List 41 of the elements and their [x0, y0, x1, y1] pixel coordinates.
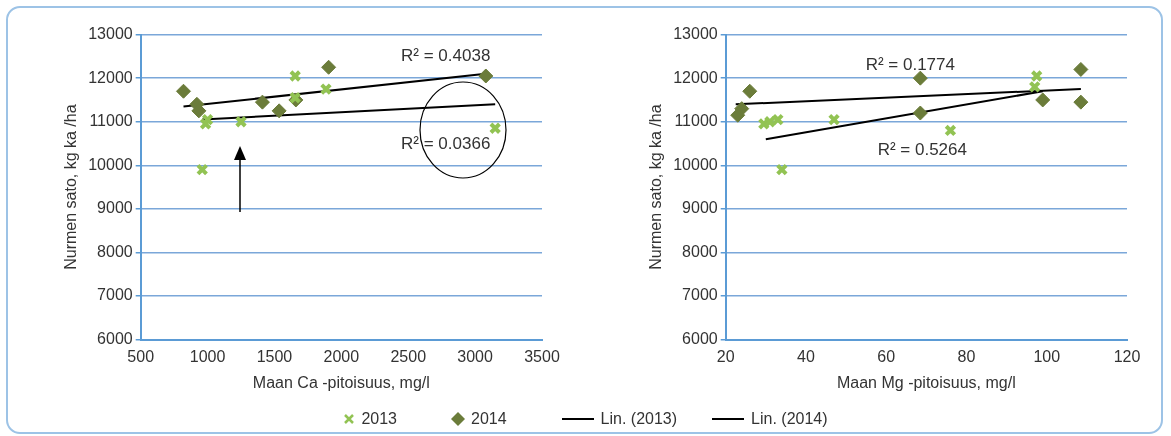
x-axis-title: Maan Ca -pitoisuus, mg/l — [252, 373, 430, 391]
y-tick-label: 9000 — [682, 199, 718, 217]
x-tick-label: 1000 — [189, 347, 226, 365]
x-tick-label: 500 — [127, 347, 155, 365]
y-tick-label: 11000 — [674, 112, 718, 130]
y-tick-label: 13000 — [673, 25, 718, 43]
x-tick-label: 1500 — [256, 347, 293, 365]
y-tick-label: 12000 — [673, 68, 718, 86]
y-axis-title: Nurmen sato, kg ka /ha — [647, 104, 665, 270]
y-tick-label: 10000 — [88, 155, 133, 173]
x-tick-label: 3000 — [457, 347, 494, 365]
y-tick-label: 9000 — [97, 199, 133, 217]
legend-label: 2013 — [361, 410, 397, 428]
annotation: R² = 0.4038 — [401, 45, 491, 65]
x-tick-label: 2500 — [390, 347, 427, 365]
y-tick-label: 7000 — [97, 286, 133, 304]
y-tick-label: 8000 — [97, 242, 133, 260]
y-tick-label: 11000 — [89, 112, 133, 130]
annotation: R² = 0.5264 — [877, 140, 967, 160]
x-tick-label: 40 — [797, 347, 815, 365]
y-axis-title: Nurmen sato, kg ka /ha — [62, 104, 80, 270]
y-tick-label: 8000 — [682, 242, 718, 260]
y-tick-label: 7000 — [682, 286, 718, 304]
x-tick-label: 2000 — [323, 347, 360, 365]
y-tick-label: 12000 — [88, 68, 133, 86]
legend-label: 2014 — [471, 410, 507, 428]
y-tick-label: 10000 — [673, 155, 718, 173]
x-tick-label: 20 — [716, 347, 735, 365]
y-tick-label: 6000 — [97, 330, 133, 348]
annotation: R² = 0.1774 — [865, 54, 955, 74]
y-tick-label: 6000 — [682, 330, 718, 348]
x-tick-label: 120 — [1113, 347, 1141, 365]
legend-label: Lin. (2014) — [751, 410, 828, 428]
annotation: R² = 0.0366 — [401, 134, 491, 154]
x-tick-label: 3500 — [524, 347, 560, 365]
x-tick-label: 80 — [957, 347, 976, 365]
x-axis-title: Maan Mg -pitoisuus, mg/l — [836, 373, 1016, 391]
y-tick-label: 13000 — [88, 25, 133, 43]
x-tick-label: 100 — [1033, 347, 1061, 365]
legend-label: Lin. (2013) — [600, 410, 678, 428]
x-tick-label: 60 — [877, 347, 896, 365]
